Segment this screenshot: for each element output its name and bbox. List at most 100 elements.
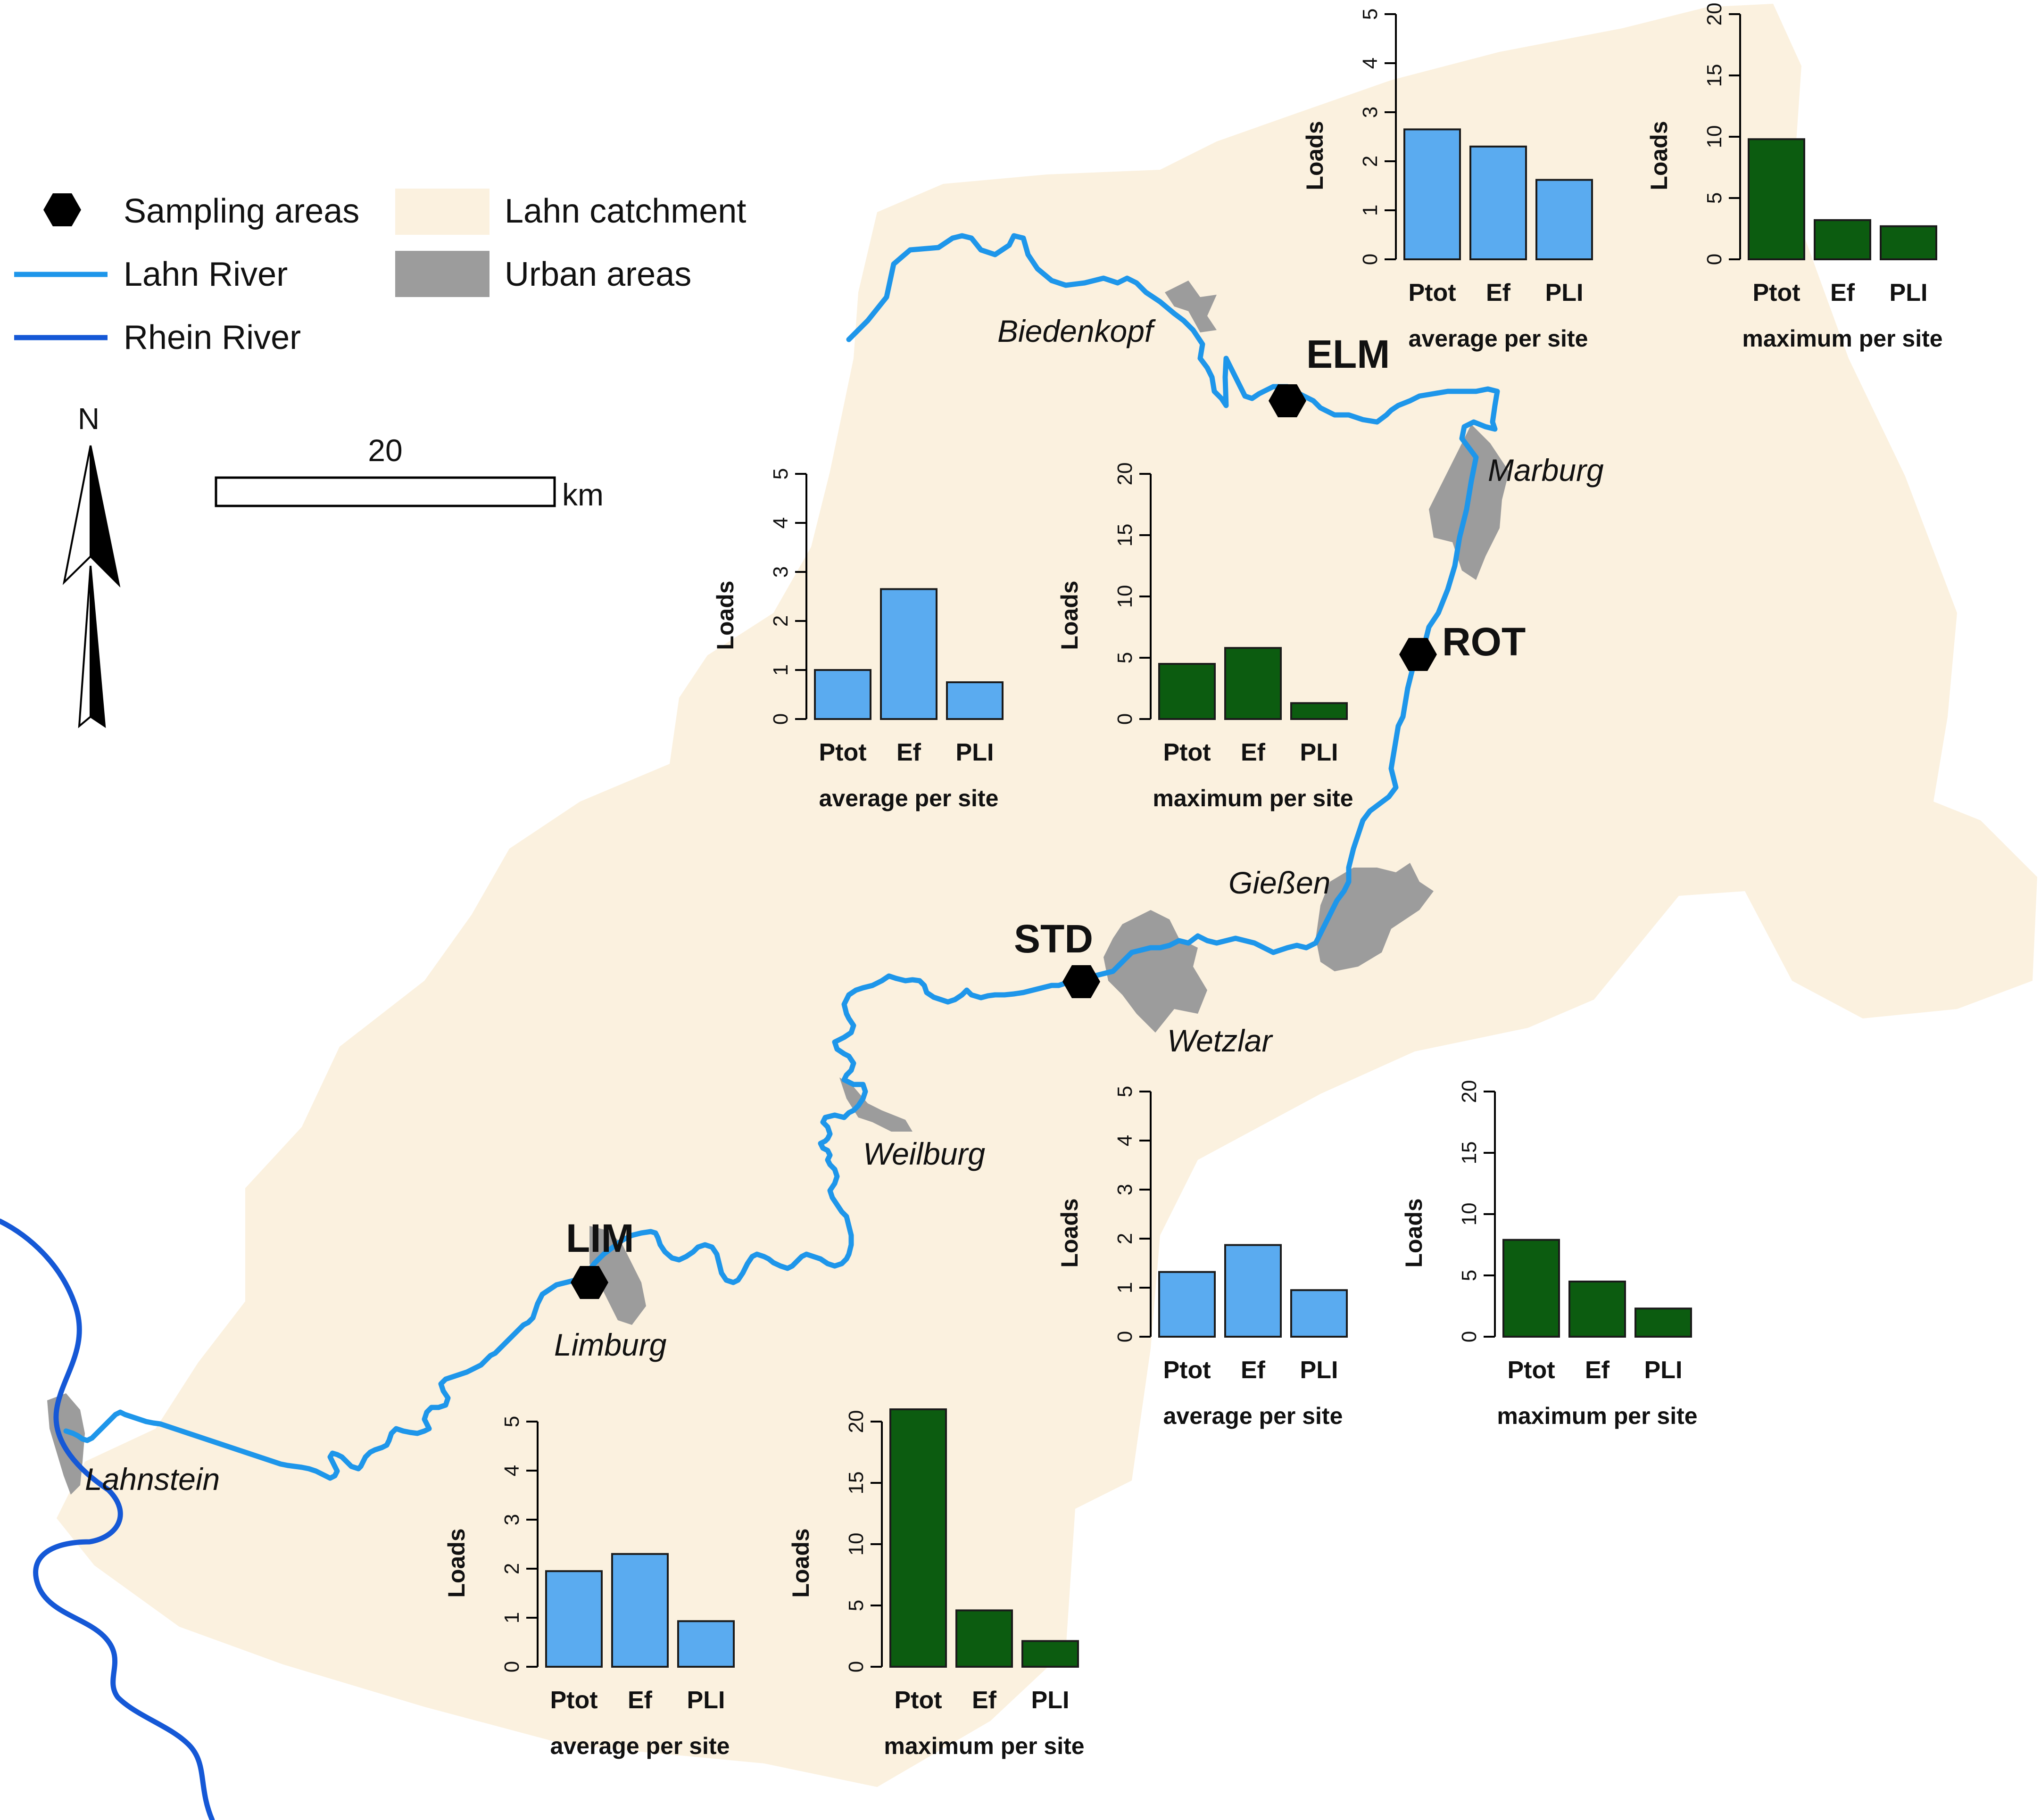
chart-category-label: Ptot (894, 1687, 942, 1714)
chart-bar-ptot (545, 1570, 603, 1668)
chart-y-tick-label: 2 (769, 615, 792, 627)
chart-std-average: 0 1 2 3 4 5 Loads Ptot Ef PLI average per site (1056, 1086, 1348, 1429)
chart-y-tick-label: 2 (1113, 1233, 1137, 1244)
chart-y-tick-label: 2 (500, 1563, 523, 1574)
chart-bar-pli (1290, 702, 1348, 720)
north-arrow-lower-black (90, 565, 106, 728)
chart-y-tick-label: 0 (1113, 713, 1137, 725)
chart-y-tick-label: 1 (769, 664, 792, 676)
chart-bar-ptot (889, 1408, 947, 1668)
sampling-site-marker-rot (1399, 638, 1437, 671)
urban-area-biedenkopf (1165, 281, 1217, 332)
chart-x-axis-title: maximum per site (1153, 785, 1353, 811)
town-label-lahnstein: Lahnstein (85, 1462, 220, 1497)
urban-area-limburg (589, 1226, 646, 1325)
chart-y-tick-label: 3 (500, 1514, 523, 1525)
chart-y-tick-label: 15 (1458, 1142, 1481, 1165)
chart-bar-pli (677, 1620, 735, 1668)
chart-x-axis-title: maximum per site (1497, 1403, 1697, 1429)
chart-category-label: Ptot (550, 1687, 597, 1714)
chart-bar-ef (1469, 145, 1527, 260)
chart-bar-ptot (1502, 1239, 1560, 1338)
chart-y-tick-label: 3 (1113, 1184, 1137, 1195)
town-label-giessen: Gießen (1228, 865, 1330, 900)
chart-bar-ptot (1158, 663, 1216, 720)
north-arrow: N (62, 402, 121, 728)
chart-y-tick-label: 15 (1113, 524, 1137, 547)
chart-y-axis-title: Loads (1401, 1198, 1427, 1267)
chart-bar-ptot (814, 669, 871, 720)
chart-category-label: PLI (687, 1687, 725, 1714)
sampling-sites (571, 384, 1437, 1299)
legend-catchment-swatch (395, 189, 490, 235)
chart-bar-pli (946, 681, 1004, 720)
chart-x-axis-title: average per site (1163, 1403, 1343, 1429)
chart-y-tick-label: 4 (1113, 1135, 1137, 1146)
chart-category-label: PLI (1890, 279, 1928, 306)
legend-label-sampling-areas: Sampling areas (124, 192, 359, 230)
chart-y-axis-title: Loads (443, 1528, 470, 1597)
chart-y-tick-label: 10 (1113, 585, 1137, 608)
chart-category-label: Ef (628, 1687, 653, 1714)
site-label-std: STD (1014, 917, 1093, 961)
chart-y-tick-label: 2 (1359, 156, 1382, 167)
chart-y-tick-label: 5 (1359, 8, 1382, 20)
chart-category-label: PLI (956, 739, 994, 766)
chart-bar-ef (880, 588, 938, 720)
sampling-site-marker-elm (1269, 384, 1306, 417)
chart-elm-maximum: 0 5 10 15 20 Loads Ptot Ef PLI maximum per site (1646, 3, 1943, 352)
site-label-lim: LIM (566, 1216, 634, 1260)
chart-y-tick-label: 0 (1703, 254, 1726, 265)
scale-bar-value: 20 (368, 433, 402, 468)
chart-bar-ef (955, 1609, 1013, 1668)
chart-bar-pli (1634, 1307, 1692, 1338)
chart-category-label: Ef (1241, 739, 1266, 766)
chart-category-label: PLI (1545, 279, 1584, 306)
town-label-biedenkopf: Biedenkopf (997, 314, 1156, 348)
lahn-river-line (63, 233, 1500, 1481)
chart-y-tick-label: 0 (845, 1661, 868, 1672)
chart-category-label: Ef (1241, 1357, 1266, 1384)
chart-y-tick-label: 4 (1359, 58, 1382, 69)
chart-y-tick-label: 5 (500, 1416, 523, 1427)
town-label-limburg: Limburg (554, 1327, 667, 1362)
chart-y-tick-label: 0 (500, 1661, 523, 1672)
chart-y-tick-label: 5 (769, 468, 792, 480)
chart-x-axis-title: average per site (1409, 325, 1588, 352)
chart-category-label: Ef (1585, 1357, 1610, 1384)
site-label-elm: ELM (1306, 332, 1390, 376)
chart-std-maximum: 0 5 10 15 20 Loads Ptot Ef PLI maximum per site (1401, 1080, 1698, 1429)
chart-y-tick-label: 10 (1703, 125, 1726, 149)
chart-y-tick-label: 0 (769, 713, 792, 725)
chart-y-tick-label: 3 (1359, 107, 1382, 118)
chart-bar-pli (1535, 179, 1593, 260)
chart-y-tick-label: 20 (1703, 3, 1726, 26)
chart-y-tick-label: 3 (769, 566, 792, 578)
chart-y-axis-title: Loads (1646, 121, 1672, 190)
chart-y-tick-label: 15 (845, 1472, 868, 1495)
legend-label-lahn-catchment: Lahn catchment (505, 192, 746, 230)
chart-y-tick-label: 5 (1113, 1086, 1137, 1097)
chart-lim-maximum: 0 5 10 15 20 Loads Ptot Ef PLI maximum per site (788, 1408, 1085, 1759)
scale-bar: 20 km (215, 433, 604, 512)
town-label-weilburg: Weilburg (863, 1136, 986, 1171)
chart-y-tick-label: 1 (1113, 1282, 1137, 1293)
chart-y-tick-label: 1 (1359, 205, 1382, 216)
chart-category-label: Ptot (819, 739, 866, 766)
chart-y-tick-label: 5 (1703, 192, 1726, 204)
chart-y-tick-label: 10 (1458, 1203, 1481, 1226)
chart-y-tick-label: 0 (1458, 1331, 1481, 1342)
chart-bar-ptot (1748, 138, 1805, 261)
chart-category-label: PLI (1300, 1357, 1338, 1384)
chart-category-label: PLI (1644, 1357, 1683, 1384)
site-label-rot: ROT (1442, 620, 1526, 664)
town-label-wetzlar: Wetzlar (1167, 1023, 1274, 1058)
town-label-marburg: Marburg (1488, 453, 1604, 488)
chart-y-tick-label: 4 (500, 1465, 523, 1476)
north-arrow-label: N (78, 402, 100, 436)
chart-y-tick-label: 15 (1703, 64, 1726, 87)
chart-y-tick-label: 20 (845, 1410, 868, 1433)
chart-y-tick-label: 0 (1359, 254, 1382, 265)
